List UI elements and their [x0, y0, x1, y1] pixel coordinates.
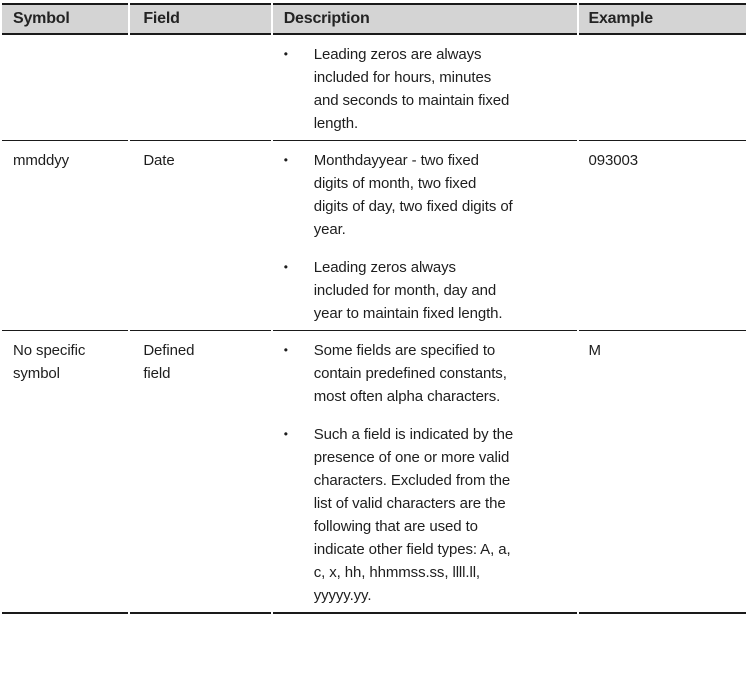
symbol-format-table: Symbol Field Description Example • Leadi… [0, 3, 748, 614]
example-cell: 093003 [578, 140, 746, 330]
bullet-icon: • [283, 260, 288, 274]
bullet-icon: • [283, 343, 288, 357]
bullet-item: • Some fields are specified to contain p… [284, 339, 577, 408]
table-header-row: Symbol Field Description Example [2, 3, 746, 35]
bullet-text: Monthdayyear - two fixed digits of month… [313, 152, 513, 238]
bullet-text: Some fields are specified to contain pre… [313, 342, 507, 405]
bullet-item: • Leading zeros are always included for … [284, 43, 577, 135]
field-cell: Defined field [130, 330, 271, 614]
bullet-item: • Such a field is indicated by the prese… [284, 423, 577, 607]
example-cell [579, 35, 746, 140]
field-cell: Date [130, 140, 271, 330]
bullet-text: Leading zeros are always included for ho… [313, 46, 510, 132]
bullet-text: Such a field is indicated by the presenc… [313, 426, 514, 604]
bullet-item: • Monthdayyear - two fixed digits of mon… [284, 149, 577, 241]
description-cell: • Leading zeros are always included for … [273, 35, 577, 140]
column-header-example: Example [578, 3, 746, 35]
symbol-cell [2, 35, 128, 140]
description-cell: • Monthdayyear - two fixed digits of mon… [272, 140, 577, 330]
bullet-icon: • [283, 47, 288, 61]
bullet-icon: • [283, 427, 288, 441]
table-row-continuation: • Leading zeros are always included for … [2, 35, 746, 140]
column-header-description: Description [272, 3, 577, 35]
symbol-cell: No specific symbol [2, 330, 129, 614]
description-cell: • Some fields are specified to contain p… [272, 330, 577, 614]
example-cell: M [578, 330, 746, 614]
table-row-mmddyy: mmddyy Date • Monthdayyear - two fixed d… [2, 140, 746, 330]
column-header-field: Field [130, 3, 271, 35]
field-cell [130, 35, 270, 140]
column-header-symbol: Symbol [2, 3, 129, 35]
symbol-cell: mmddyy [2, 140, 129, 330]
table-row-no-specific-symbol: No specific symbol Defined field • Some … [2, 330, 746, 614]
bullet-icon: • [283, 153, 288, 167]
bullet-text: Leading zeros always included for month,… [313, 259, 503, 322]
bullet-item: • Leading zeros always included for mont… [284, 256, 577, 325]
